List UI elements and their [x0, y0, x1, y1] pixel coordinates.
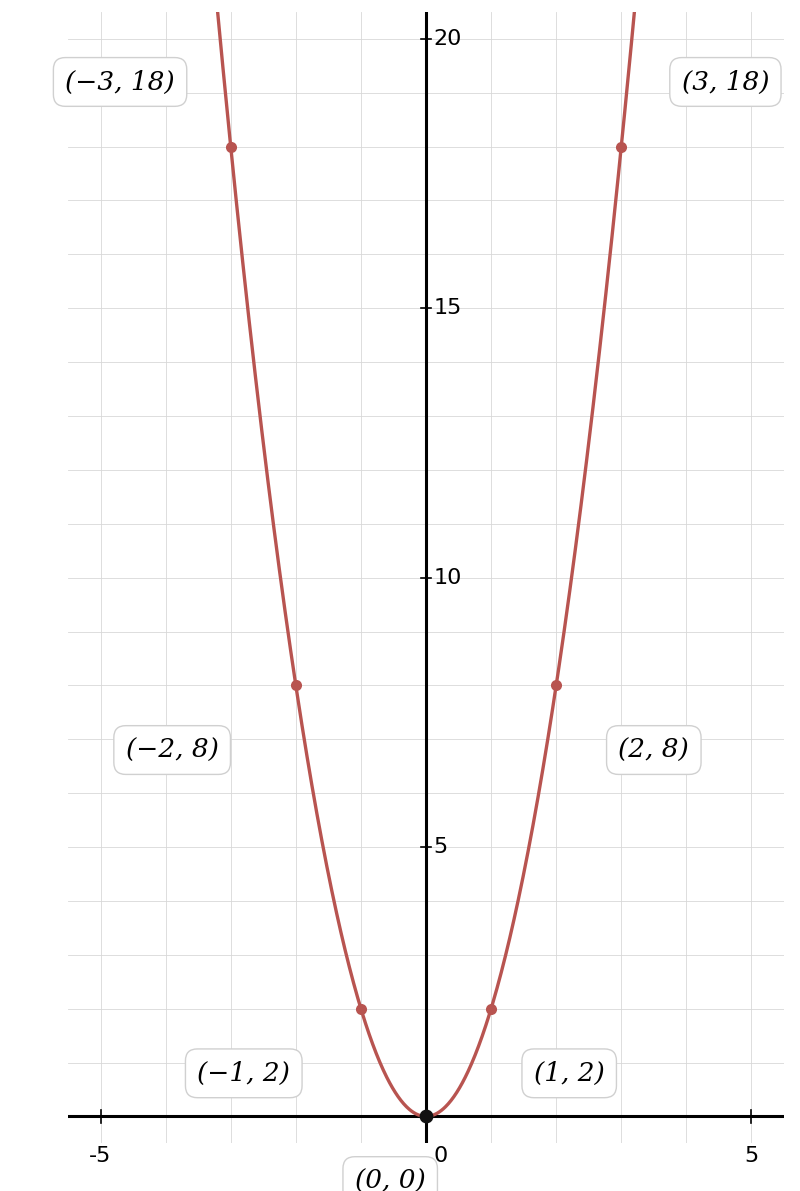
Text: (−3, 18): (−3, 18) — [66, 69, 175, 94]
Text: 0: 0 — [434, 1146, 448, 1166]
Text: (1, 2): (1, 2) — [534, 1061, 605, 1086]
Text: (−2, 8): (−2, 8) — [126, 737, 218, 762]
Text: 15: 15 — [434, 298, 462, 318]
Text: -5: -5 — [90, 1146, 112, 1166]
Text: (−1, 2): (−1, 2) — [198, 1061, 290, 1086]
Text: 20: 20 — [434, 29, 462, 49]
Text: (0, 0): (0, 0) — [355, 1168, 426, 1191]
Text: 5: 5 — [744, 1146, 758, 1166]
Text: 10: 10 — [434, 568, 462, 587]
Text: (2, 8): (2, 8) — [618, 737, 689, 762]
Text: 5: 5 — [434, 837, 448, 858]
Text: (3, 18): (3, 18) — [682, 69, 769, 94]
